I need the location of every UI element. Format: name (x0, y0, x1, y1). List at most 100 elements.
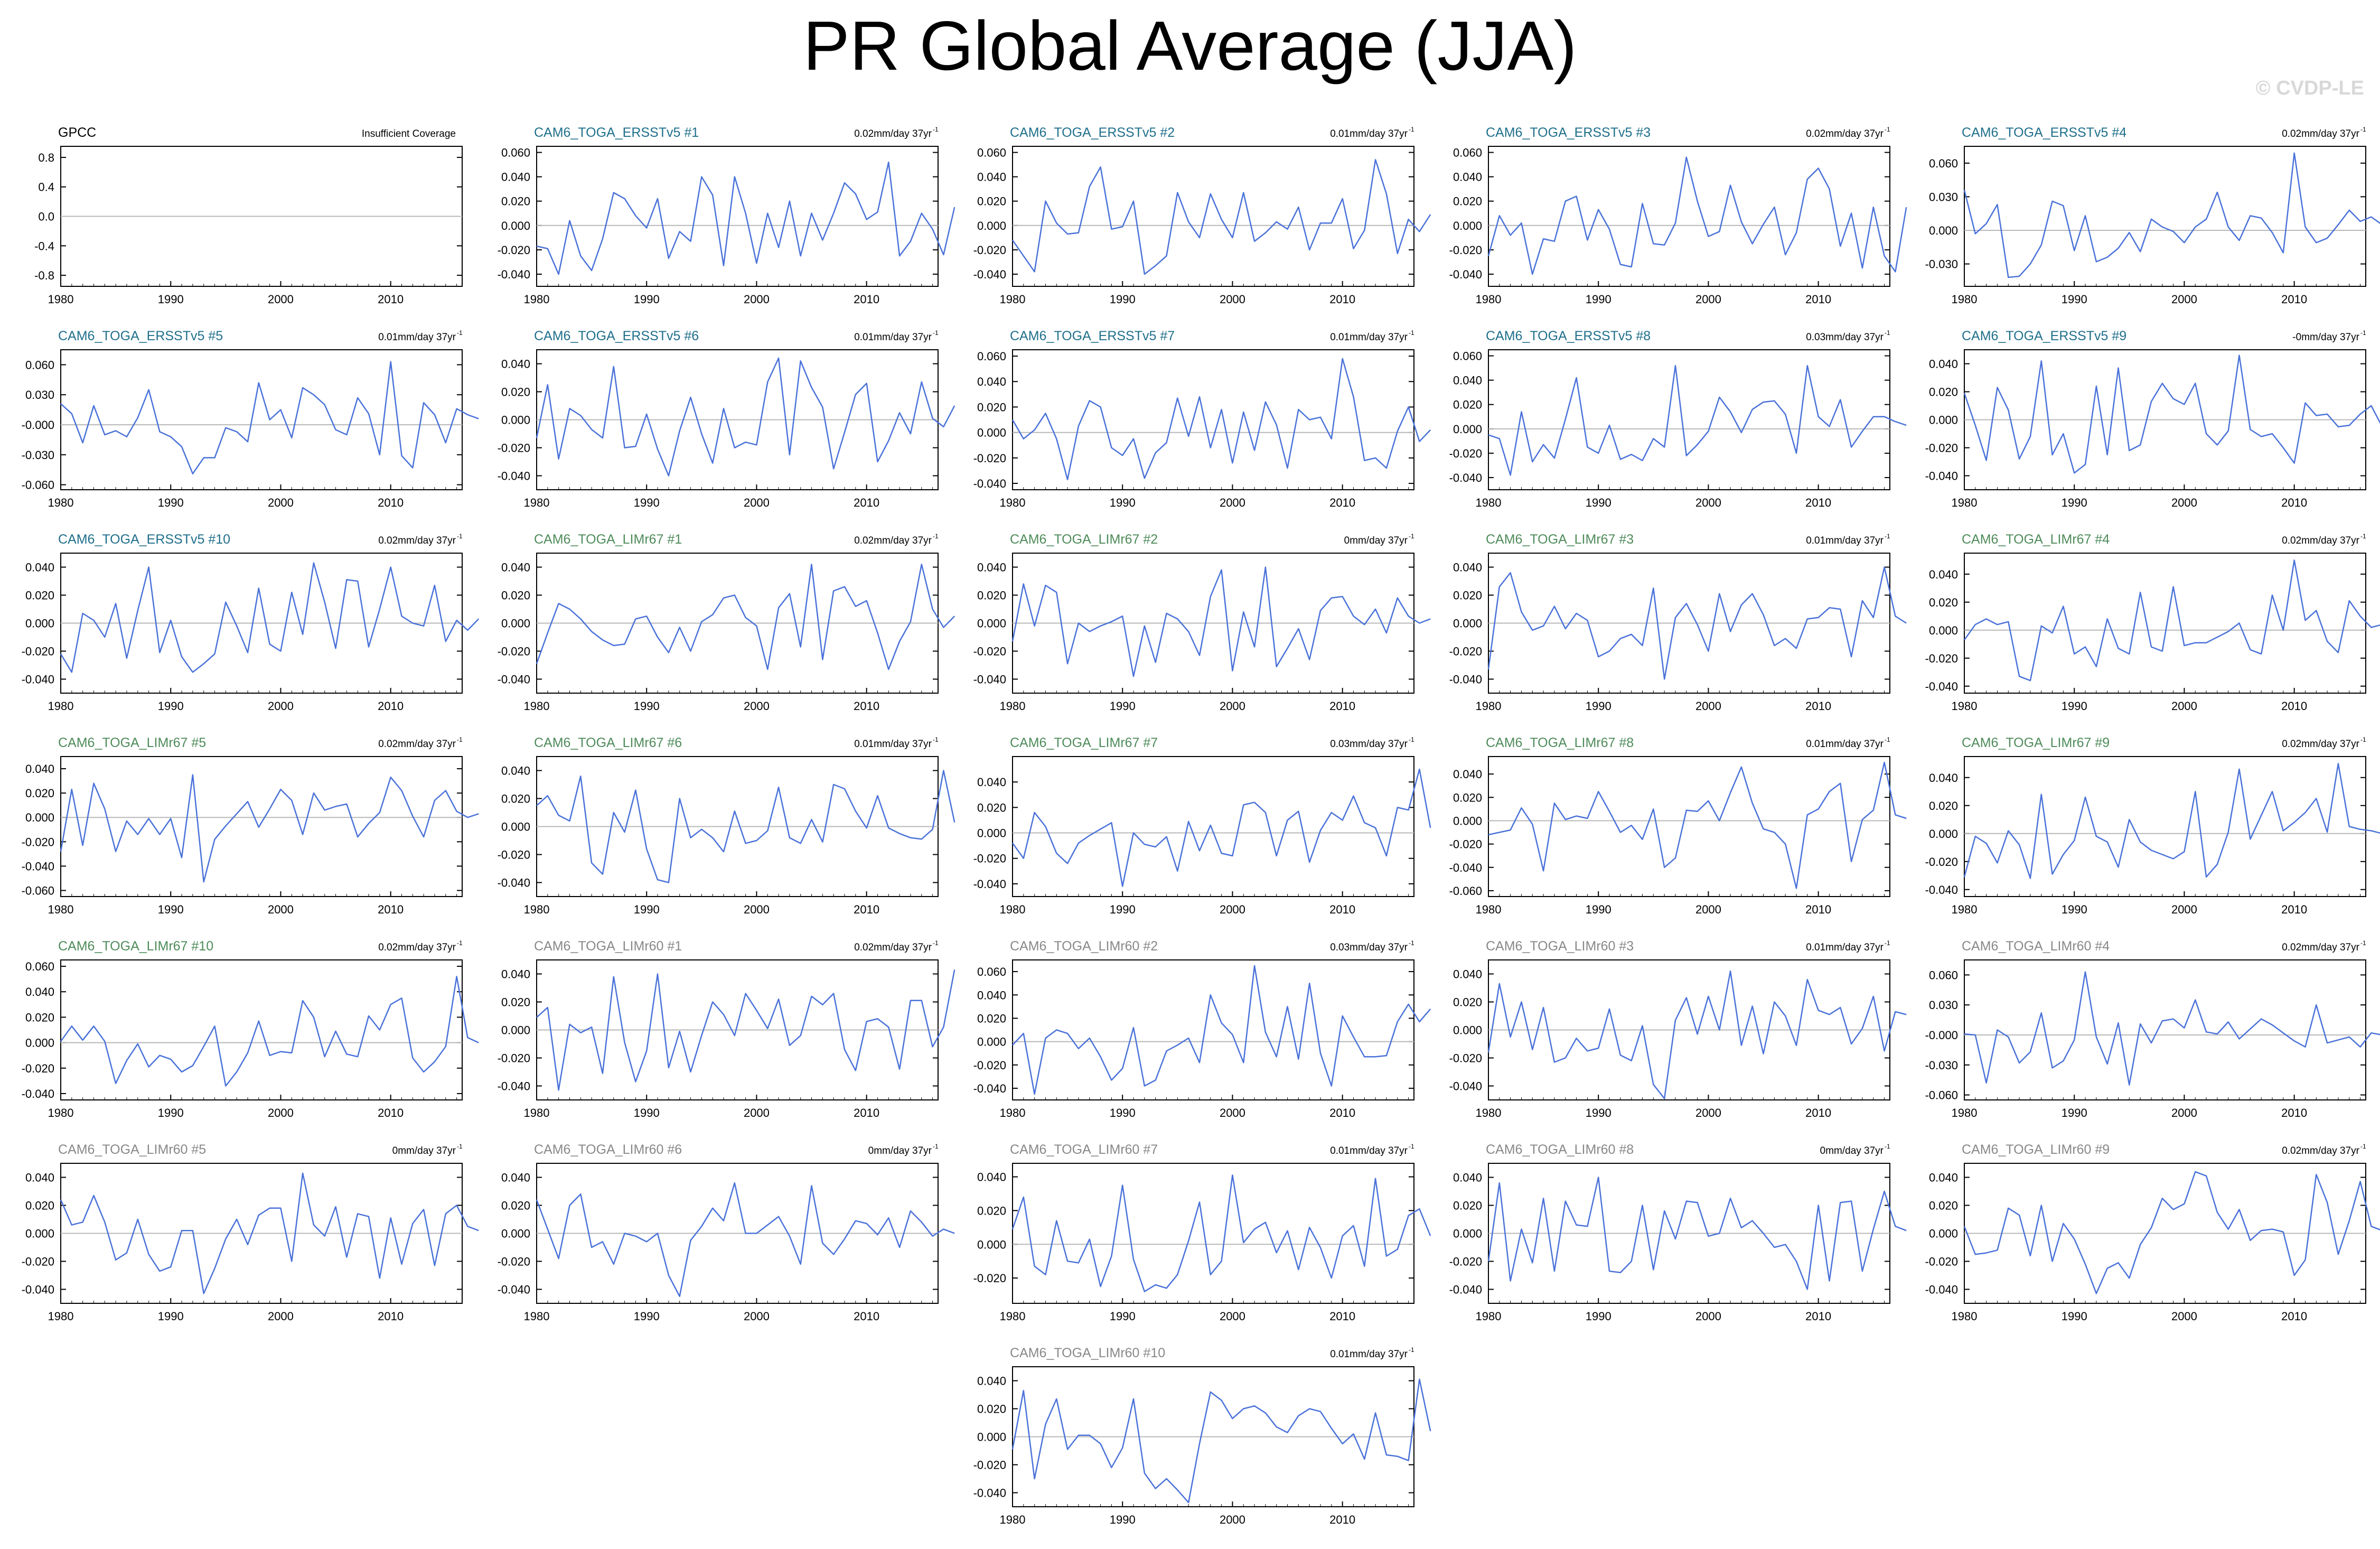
series-line (1963, 152, 2380, 278)
x-tick-label: 2000 (1695, 1310, 1721, 1323)
y-tick-label: -0.040 (22, 673, 54, 686)
chart-panel-14: CAM6_TOGA_LIMr67 #3 0.01mm/day 37yr -1 0.04… (1449, 532, 1907, 713)
y-tick-label: 0.040 (977, 776, 1006, 789)
x-tick-label: 1980 (1000, 1513, 1026, 1526)
y-tick-label: 0.000 (25, 811, 54, 824)
x-tick-label: 2000 (1220, 1310, 1245, 1323)
y-tick-label: 0.000 (1453, 1024, 1482, 1037)
y-tick-label: 0.020 (25, 1199, 54, 1212)
y-tick-label: -0.060 (1925, 1089, 1958, 1102)
y-tick-label: -0.040 (973, 673, 1006, 686)
x-tick-label: 1980 (524, 699, 550, 713)
y-tick-label: 0.020 (1453, 398, 1482, 412)
panel-trend: 0.02mm/day 37yr (854, 942, 932, 953)
trend-exponent: -1 (457, 533, 463, 540)
plot-frame (1488, 756, 1890, 897)
x-tick-label: 1990 (2062, 699, 2087, 713)
y-tick-label: -0.040 (1925, 1283, 1958, 1296)
y-tick-label: 0.000 (1453, 617, 1482, 630)
series-line (1011, 1378, 1431, 1504)
x-tick-label: 2000 (1220, 293, 1245, 306)
series-line (1963, 763, 2380, 879)
panel-trend: Insufficient Coverage (362, 128, 456, 139)
chart-panel-21: CAM6_TOGA_LIMr67 #10 0.02mm/day 37yr -1 0.0… (22, 939, 479, 1119)
y-tick-label: 0.040 (1453, 768, 1482, 781)
y-tick-label: 0.000 (1453, 1227, 1482, 1240)
series-line (1011, 358, 1431, 480)
series-line (1011, 768, 1431, 887)
plot-frame (60, 959, 463, 1100)
y-tick-label: 0.020 (25, 1011, 54, 1024)
series-line (1487, 970, 1907, 1099)
y-tick-label: 0.000 (1929, 224, 1958, 237)
y-tick-label: -0.040 (22, 1283, 54, 1296)
series-line (536, 563, 955, 670)
x-tick-label: 2010 (1329, 1310, 1355, 1323)
y-tick-label: 0.020 (977, 195, 1006, 208)
x-tick-label: 1980 (524, 496, 550, 509)
watermark: © CVDP-LE (2255, 77, 2364, 99)
y-tick-label: 0.040 (25, 762, 54, 776)
panel-title: CAM6_TOGA_ERSSTv5 #6 (534, 329, 699, 343)
panel-title: CAM6_TOGA_ERSSTv5 #2 (1010, 125, 1175, 140)
y-tick-label: 0.020 (25, 787, 54, 800)
y-tick-label: 0.040 (977, 1171, 1006, 1184)
x-tick-label: 1980 (48, 903, 74, 916)
y-tick-label: 0.000 (25, 1227, 54, 1240)
x-tick-label: 2000 (2171, 1106, 2197, 1119)
y-tick-label: 0.040 (501, 171, 530, 184)
y-tick-label: -0.020 (498, 1255, 530, 1268)
panel-trend: 0.01mm/day 37yr (854, 332, 932, 343)
panel-title: CAM6_TOGA_LIMr60 #2 (1010, 939, 1158, 954)
x-tick-label: 2000 (2171, 496, 2197, 509)
y-tick-label: -0.020 (1925, 652, 1958, 665)
trend-exponent: -1 (1409, 126, 1414, 133)
x-tick-label: 2000 (2171, 1310, 2197, 1323)
y-tick-label: -0.040 (22, 860, 54, 873)
x-tick-label: 2000 (2171, 699, 2197, 713)
y-tick-label: -0.020 (498, 848, 530, 862)
x-tick-label: 2010 (378, 1106, 404, 1119)
panel-title: CAM6_TOGA_LIMr67 #2 (1010, 532, 1158, 547)
y-tick-label: -0.020 (973, 1272, 1006, 1285)
y-tick-label: 0.020 (1929, 799, 1958, 813)
panel-title: CAM6_TOGA_LIMr60 #4 (1962, 939, 2110, 954)
series-line (536, 357, 955, 477)
chart-panel-8: CAM6_TOGA_ERSSTv5 #7 0.01mm/day 37yr -1 0.0… (973, 329, 1431, 509)
y-tick-label: 0.020 (977, 1204, 1006, 1217)
y-tick-label: 0.000 (1929, 624, 1958, 637)
x-tick-label: 1990 (634, 293, 660, 306)
x-tick-label: 2010 (854, 496, 879, 509)
series-line (1963, 354, 2380, 474)
y-tick-label: -0.020 (1449, 1255, 1482, 1268)
panel-title: CAM6_TOGA_LIMr60 #3 (1486, 939, 1634, 954)
y-tick-label: 0.040 (1929, 1171, 1958, 1184)
y-tick-label: -0.020 (973, 1059, 1006, 1072)
y-tick-label: 0.020 (1929, 596, 1958, 609)
chart-panel-6: CAM6_TOGA_ERSSTv5 #5 0.01mm/day 37yr -1 0.0… (22, 329, 479, 509)
trend-exponent: -1 (1885, 329, 1890, 337)
y-tick-label: -0.020 (1449, 244, 1482, 257)
y-tick-label: 0.000 (977, 617, 1006, 630)
y-tick-label: 0.000 (501, 820, 530, 834)
chart-panel-25: CAM6_TOGA_LIMr60 #4 0.02mm/day 37yr -1 0.06… (1925, 939, 2380, 1119)
y-tick-label: 0.040 (1453, 1171, 1482, 1184)
x-tick-label: 1990 (1586, 293, 1611, 306)
plot-frame (1964, 959, 2366, 1100)
panel-trend: 0.03mm/day 37yr (1330, 739, 1408, 750)
y-tick-label: -0.020 (22, 1062, 54, 1075)
trend-exponent: -1 (1885, 939, 1890, 947)
y-tick-label: 0.020 (501, 996, 530, 1009)
x-tick-label: 1980 (1000, 496, 1026, 509)
x-tick-label: 1980 (524, 1106, 550, 1119)
panel-trend: 0.01mm/day 37yr (1806, 535, 1884, 546)
x-tick-label: 1990 (2062, 496, 2087, 509)
y-tick-label: -0.040 (1449, 1283, 1482, 1296)
panel-trend: 0.02mm/day 37yr (2282, 739, 2359, 750)
x-tick-label: 1990 (1586, 1310, 1611, 1323)
x-tick-label: 1980 (1476, 1106, 1502, 1119)
y-tick-label: -0.040 (973, 878, 1006, 891)
x-tick-label: 2000 (268, 293, 294, 306)
x-tick-label: 2000 (1695, 293, 1721, 306)
panel-trend: 0.01mm/day 37yr (1330, 128, 1408, 139)
